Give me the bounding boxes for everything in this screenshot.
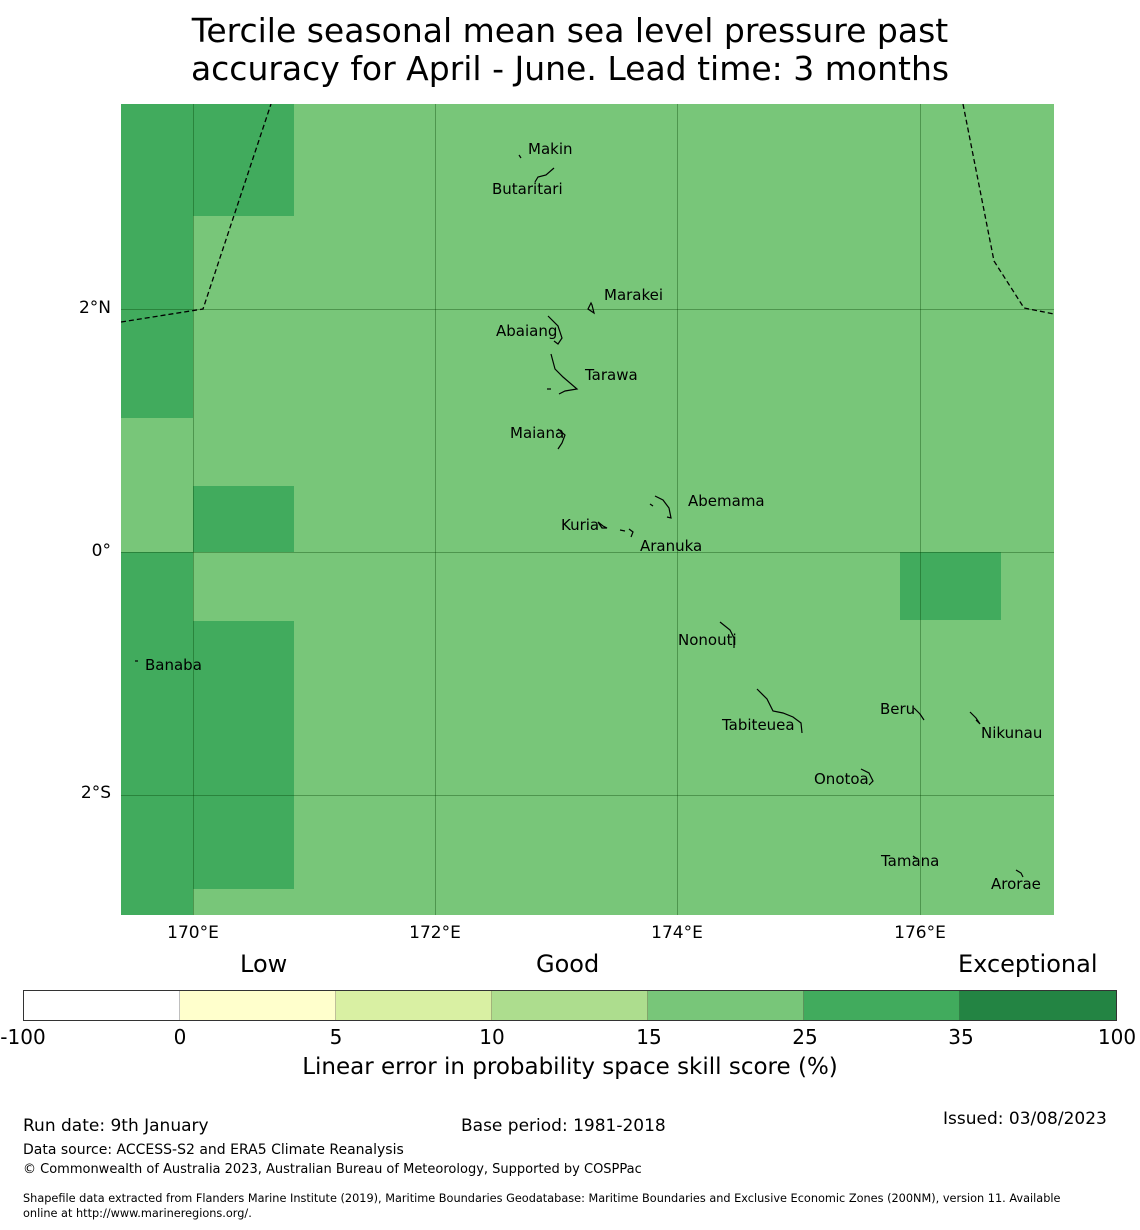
colorbar-tick: 15	[636, 1025, 662, 1049]
copyright: © Commonwealth of Australia 2023, Austra…	[23, 1162, 642, 1177]
place-label-makin: Makin	[528, 140, 573, 158]
base-period: Base period: 1981-2018	[461, 1116, 666, 1136]
colorbar-segment	[648, 991, 804, 1020]
onotoa-outline	[860, 768, 874, 786]
legend-category-low: Low	[240, 950, 288, 978]
colorbar-tick: 35	[948, 1025, 974, 1049]
abaiang-outline	[547, 315, 563, 345]
colorbar-segment	[336, 991, 492, 1020]
marakei-outline	[587, 301, 595, 315]
map-title: Tercile seasonal mean sea level pressure…	[0, 12, 1140, 88]
colorbar-segment	[804, 991, 960, 1020]
issued-date: Issued: 03/08/2023	[943, 1109, 1107, 1129]
colorbar-segment	[960, 991, 1116, 1020]
colorbar-tick: 5	[329, 1025, 343, 1049]
place-label-aranuka: Aranuka	[640, 537, 703, 555]
eez-boundary-west	[121, 104, 272, 323]
colorbar-tick: -100	[0, 1025, 46, 1049]
skill-cell-high	[193, 104, 294, 216]
place-label-butaritari: Butaritari	[492, 180, 563, 198]
skill-cell-high	[900, 552, 1001, 620]
gridline-0	[121, 552, 1054, 553]
place-label-banaba: Banaba	[145, 656, 202, 674]
place-label-onotoa: Onotoa	[814, 770, 869, 788]
skill-cell-high	[121, 552, 193, 915]
colorbar-tick: 25	[792, 1025, 818, 1049]
place-label-abemama: Abemama	[688, 492, 765, 510]
lon-label-170e: 170°E	[167, 923, 219, 943]
gridline-2s	[121, 795, 1054, 796]
lon-label-176e: 176°E	[894, 923, 946, 943]
skill-cell-high	[193, 621, 294, 889]
place-label-tarawa: Tarawa	[585, 366, 638, 384]
skill-cell-high	[121, 104, 193, 418]
colorbar-title: Linear error in probability space skill …	[302, 1054, 838, 1080]
title-line-2: accuracy for April - June. Lead time: 3 …	[190, 49, 950, 88]
colorbar	[23, 990, 1117, 1021]
abemama-west-outline	[649, 503, 654, 507]
colorbar-tick: 100	[1097, 1025, 1137, 1049]
skill-map: Makin Butaritari Marakei Abaiang Tarawa …	[121, 104, 1054, 915]
shapefile-credit-line-1: Shapefile data extracted from Flanders M…	[23, 1192, 1061, 1205]
title-line-1: Tercile seasonal mean sea level pressure…	[191, 11, 949, 50]
gridline-176e	[920, 104, 921, 915]
colorbar-tick: 0	[173, 1025, 187, 1049]
place-label-nikunau: Nikunau	[981, 724, 1043, 742]
gridline-172e	[435, 104, 436, 915]
place-label-kuria: Kuria	[561, 516, 600, 534]
makin-outline	[518, 154, 522, 159]
place-label-beru: Beru	[880, 700, 916, 718]
gridline-170e	[193, 104, 194, 915]
place-label-maiana: Maiana	[510, 424, 565, 442]
place-label-abaiang: Abaiang	[496, 322, 558, 340]
colorbar-tick: 10	[479, 1025, 505, 1049]
data-source: Data source: ACCESS-S2 and ERA5 Climate …	[23, 1142, 404, 1158]
eez-boundary-and-islands	[121, 104, 1054, 878]
legend-category-exceptional: Exceptional	[958, 950, 1098, 978]
lat-label-2n: 2°N	[78, 298, 111, 318]
beru-outline	[913, 707, 925, 721]
lon-label-172e: 172°E	[409, 923, 461, 943]
place-label-nonouti: Nonouti	[678, 631, 737, 649]
skill-cell-high	[193, 486, 294, 552]
place-label-arorae: Arorae	[991, 875, 1041, 893]
gridline-2n	[121, 309, 1054, 310]
aranuka-outline	[619, 528, 634, 538]
butaritari-outline	[534, 167, 555, 183]
abemama-outline	[654, 495, 672, 519]
gridline-174e	[677, 104, 678, 915]
lat-label-0: 0°	[91, 541, 111, 561]
tamana-outline	[912, 855, 918, 860]
place-label-tamana: Tamana	[881, 852, 940, 870]
lon-label-174e: 174°E	[651, 923, 703, 943]
colorbar-segment	[180, 991, 336, 1020]
colorbar-segment	[492, 991, 648, 1020]
nonouti-outline	[719, 621, 735, 648]
nikunau-outline	[969, 711, 981, 725]
maiana-outline	[557, 428, 566, 450]
tarawa-outline	[550, 353, 579, 395]
place-label-marakei: Marakei	[604, 286, 664, 304]
colorbar-segment	[24, 991, 180, 1020]
run-date: Run date: 9th January	[23, 1116, 209, 1136]
eez-boundary-east	[962, 104, 1054, 315]
place-label-tabiteuea: Tabiteuea	[722, 716, 795, 734]
tabiteuea-outline	[756, 688, 803, 734]
kuria-outline	[597, 521, 608, 529]
arorae-outline	[1015, 869, 1024, 878]
legend-category-good: Good	[536, 950, 600, 978]
shapefile-credit-line-2: online at http://www.marineregions.org/.	[23, 1207, 252, 1220]
lat-label-2s: 2°S	[80, 783, 111, 803]
